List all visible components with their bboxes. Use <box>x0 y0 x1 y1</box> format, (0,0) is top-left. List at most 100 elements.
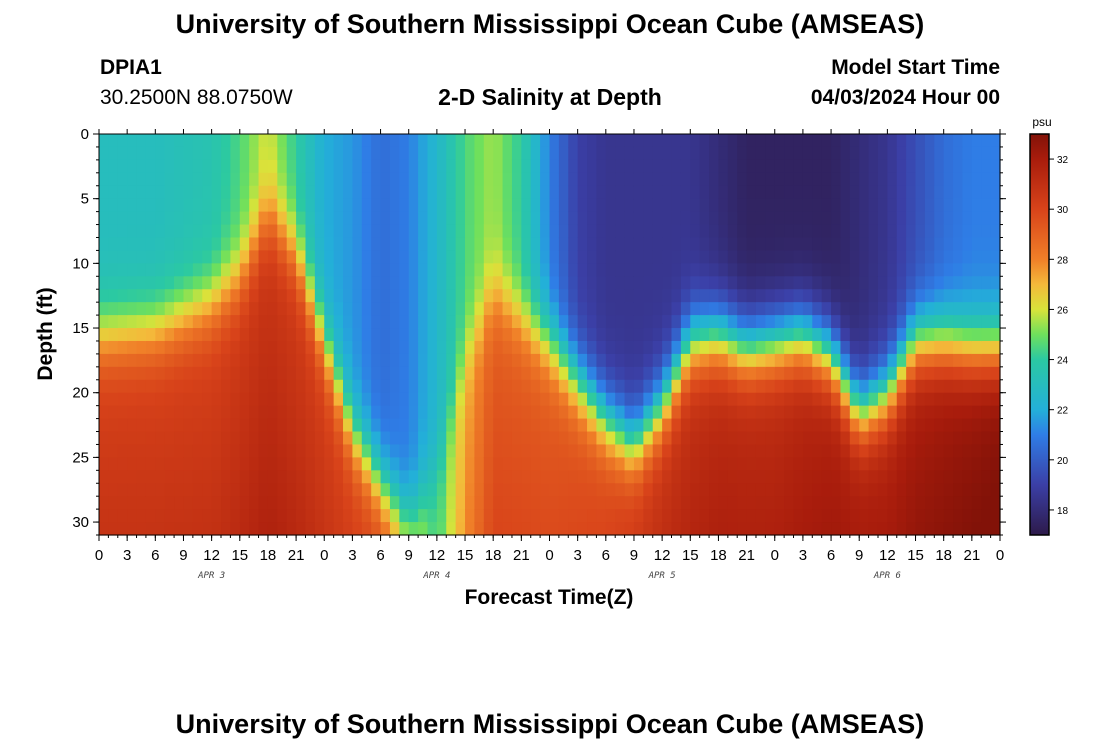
heatmap-cell <box>277 340 288 355</box>
heatmap-cell <box>859 444 870 458</box>
heatmap-cell <box>558 172 569 187</box>
heatmap-cell <box>267 470 278 484</box>
heatmap-cell <box>784 366 795 381</box>
heatmap-cell <box>849 418 860 433</box>
heatmap-cell <box>877 340 888 355</box>
heatmap-cell <box>296 405 307 420</box>
heatmap-cell <box>418 340 429 355</box>
heatmap-cell <box>174 366 185 381</box>
heatmap-cell <box>408 509 419 523</box>
heatmap-cell <box>924 457 935 471</box>
heatmap-cell <box>145 522 156 536</box>
heatmap-cell <box>943 198 954 213</box>
heatmap-cell <box>211 457 222 471</box>
heatmap-cell <box>277 224 288 239</box>
heatmap-cell <box>145 340 156 355</box>
heatmap-cell <box>990 405 1001 420</box>
heatmap-cell <box>530 289 541 303</box>
heatmap-cell <box>145 470 156 484</box>
heatmap-cell <box>690 457 701 471</box>
heatmap-cell <box>887 418 898 433</box>
heatmap-cell <box>418 172 429 187</box>
heatmap-cell <box>389 405 400 420</box>
heatmap-cell <box>267 496 278 510</box>
heatmap-cell <box>192 146 203 161</box>
heatmap-cell <box>249 496 260 510</box>
heatmap-cell <box>680 522 691 536</box>
heatmap-cell <box>202 509 213 523</box>
heatmap-cell <box>202 470 213 484</box>
heatmap-cell <box>690 198 701 213</box>
heatmap-cell <box>746 302 757 316</box>
heatmap-cell <box>333 340 344 355</box>
heatmap-cell <box>877 263 888 277</box>
heatmap-cell <box>305 224 316 239</box>
heatmap-cell <box>389 328 400 342</box>
heatmap-cell <box>718 366 729 381</box>
x-tick-label: 12 <box>203 547 220 564</box>
heatmap-cell <box>558 509 569 523</box>
heatmap-cell <box>831 315 842 329</box>
heatmap-cell <box>690 379 701 394</box>
heatmap-cell <box>934 198 945 213</box>
heatmap-cell <box>530 328 541 342</box>
heatmap-cell <box>136 353 147 368</box>
heatmap-cell <box>145 172 156 187</box>
heatmap-cell <box>136 405 147 420</box>
heatmap-cell <box>418 483 429 497</box>
heatmap-cell <box>605 405 616 420</box>
heatmap-cell <box>934 315 945 329</box>
heatmap-cell <box>690 328 701 342</box>
heatmap-cell <box>267 483 278 497</box>
heatmap-cell <box>774 353 785 368</box>
heatmap-cell <box>540 366 551 381</box>
heatmap-cell <box>934 263 945 277</box>
heatmap-cell <box>305 392 316 407</box>
heatmap-cell <box>671 522 682 536</box>
heatmap-cell <box>446 366 457 381</box>
heatmap-cell <box>127 172 138 187</box>
heatmap-cell <box>399 496 410 510</box>
heatmap-cell <box>296 418 307 433</box>
heatmap-cell <box>831 470 842 484</box>
heatmap-cell <box>896 134 907 148</box>
heatmap-cell <box>624 431 635 446</box>
heatmap-cell <box>990 431 1001 446</box>
heatmap-cell <box>971 431 982 446</box>
heatmap-cell <box>521 431 532 446</box>
heatmap-cell <box>718 263 729 277</box>
heatmap-cell <box>502 457 513 471</box>
heatmap-cell <box>258 431 269 446</box>
heatmap-cell <box>258 289 269 303</box>
heatmap-cell <box>727 276 738 290</box>
heatmap-cell <box>784 470 795 484</box>
heatmap-cell <box>971 392 982 407</box>
heatmap-cell <box>699 159 710 174</box>
heatmap-cell <box>802 302 813 316</box>
heatmap-cell <box>127 509 138 523</box>
heatmap-cell <box>183 353 194 368</box>
heatmap-cell <box>849 470 860 484</box>
heatmap-cell <box>568 392 579 407</box>
heatmap-cell <box>831 522 842 536</box>
heatmap-cell <box>605 250 616 264</box>
heatmap-cell <box>211 444 222 458</box>
heatmap-cell <box>436 211 447 226</box>
heatmap-cell <box>465 224 476 239</box>
heatmap-cell <box>709 211 720 226</box>
heatmap-cell <box>737 405 748 420</box>
heatmap-cell <box>343 198 354 213</box>
heatmap-cell <box>192 250 203 264</box>
heatmap-cell <box>868 276 879 290</box>
heatmap-cell <box>145 496 156 510</box>
heatmap-cell <box>934 224 945 239</box>
heatmap-cell <box>455 457 466 471</box>
heatmap-cell <box>361 379 372 394</box>
heatmap-cell <box>793 302 804 316</box>
heatmap-cell <box>155 418 166 433</box>
heatmap-cell <box>633 146 644 161</box>
heatmap-cell <box>605 379 616 394</box>
heatmap-cell <box>258 470 269 484</box>
heatmap-cell <box>408 263 419 277</box>
heatmap-cell <box>418 509 429 523</box>
